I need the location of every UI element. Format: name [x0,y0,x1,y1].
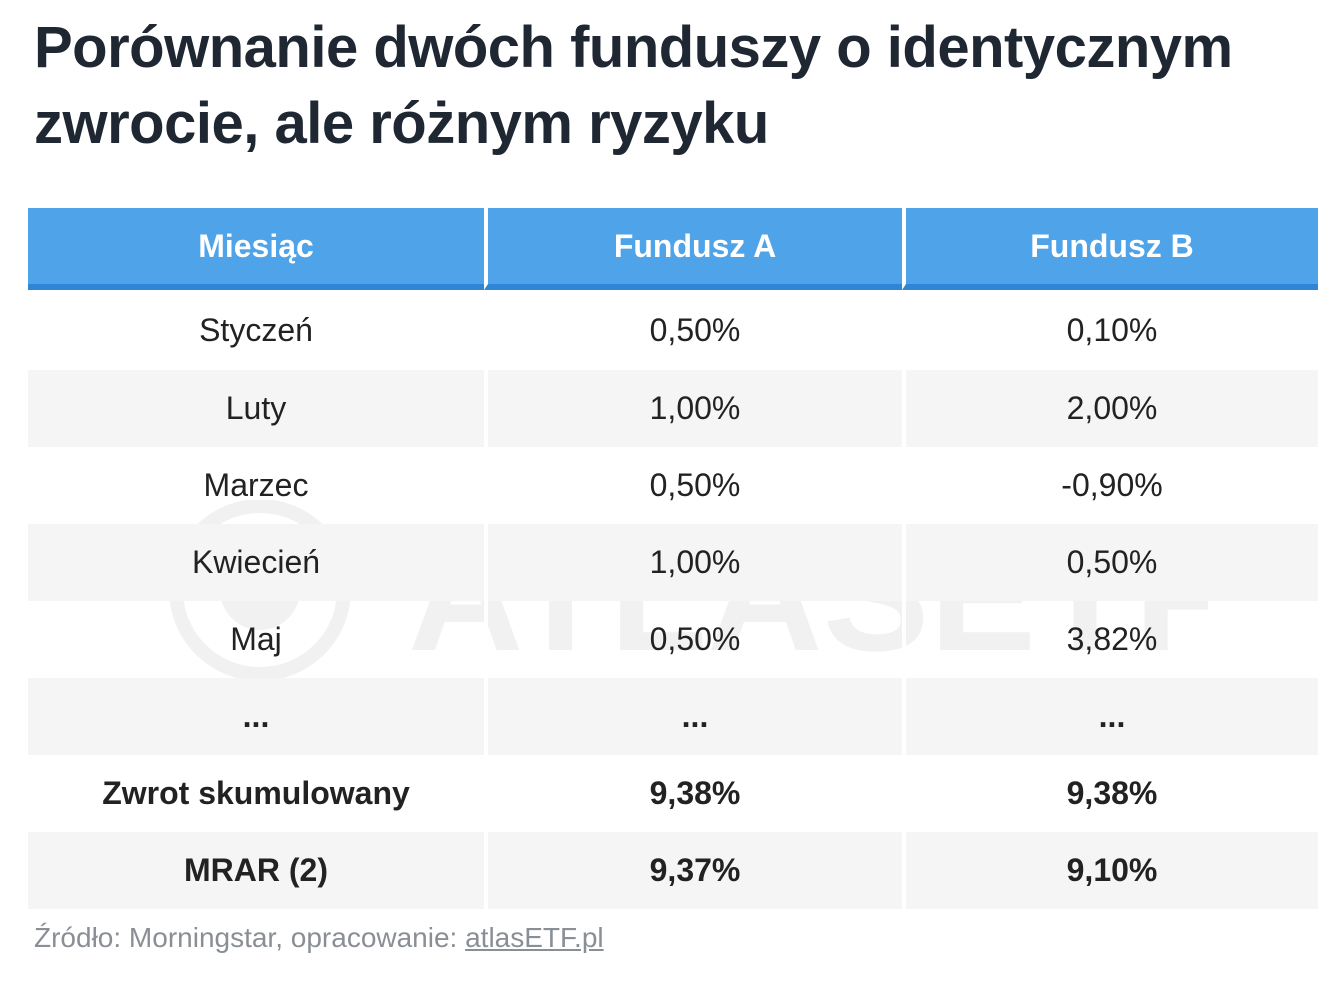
table-row: Maj 0,50% 3,82% [28,601,1318,678]
title-line-2: zwrocie, ale różnym ryzyku [34,91,769,156]
cell-fund-b: ... [902,678,1318,755]
cell-month: MRAR (2) [28,832,484,909]
cell-month: Kwiecień [28,524,484,601]
cell-fund-b: 2,00% [902,370,1318,447]
table-header-row: Miesiąc Fundusz A Fundusz B [28,208,1318,290]
cell-month: Luty [28,370,484,447]
cell-fund-a: 1,00% [484,370,902,447]
cell-fund-b: 3,82% [902,601,1318,678]
table-row: Styczeń 0,50% 0,10% [28,290,1318,370]
table-row-cumulative-return: Zwrot skumulowany 9,38% 9,38% [28,755,1318,832]
header-fund-b: Fundusz B [902,208,1318,290]
cell-fund-b: 0,10% [902,290,1318,370]
source-prefix: Źródło: Morningstar, opracowanie: [34,922,466,953]
cell-fund-b: 0,50% [902,524,1318,601]
cell-month: Marzec [203,467,309,503]
cell-month: Styczeń [199,311,313,348]
table-row: Kwiecień 1,00% 0,50% [28,524,1318,601]
cell-fund-a: 0,50% [484,290,902,370]
cell-fund-a: ... [484,678,902,755]
page-title: Porównanie dwóch funduszy o identycznym … [34,10,1324,162]
table-row-mrar: MRAR (2) 9,37% 9,10% [28,832,1318,909]
table-row: Luty 1,00% 2,00% [28,370,1318,447]
cell-fund-a: 9,37% [484,832,902,909]
title-line-1: Porównanie dwóch funduszy o identycznym [34,15,1233,80]
header-fund-a: Fundusz A [484,208,902,290]
cell-fund-a: 1,00% [484,524,902,601]
cell-fund-a: 9,38% [484,755,902,832]
cell-month: ... [28,678,484,755]
cell-fund-b: 9,38% [902,755,1318,832]
cell-month: Zwrot skumulowany [102,775,410,811]
comparison-table: Miesiąc Fundusz A Fundusz B Styczeń 0,50… [28,208,1318,909]
table-row-ellipsis: ... ... ... [28,678,1318,755]
source-note: Źródło: Morningstar, opracowanie: atlasE… [34,922,604,954]
cell-month: Maj [230,621,282,657]
source-link[interactable]: atlasETF.pl [465,922,604,953]
header-month: Miesiąc [28,208,484,290]
cell-fund-b: -0,90% [902,447,1318,524]
cell-fund-b: 9,10% [902,832,1318,909]
table-row: Marzec 0,50% -0,90% [28,447,1318,524]
cell-fund-a: 0,50% [484,447,902,524]
cell-fund-a: 0,50% [484,601,902,678]
